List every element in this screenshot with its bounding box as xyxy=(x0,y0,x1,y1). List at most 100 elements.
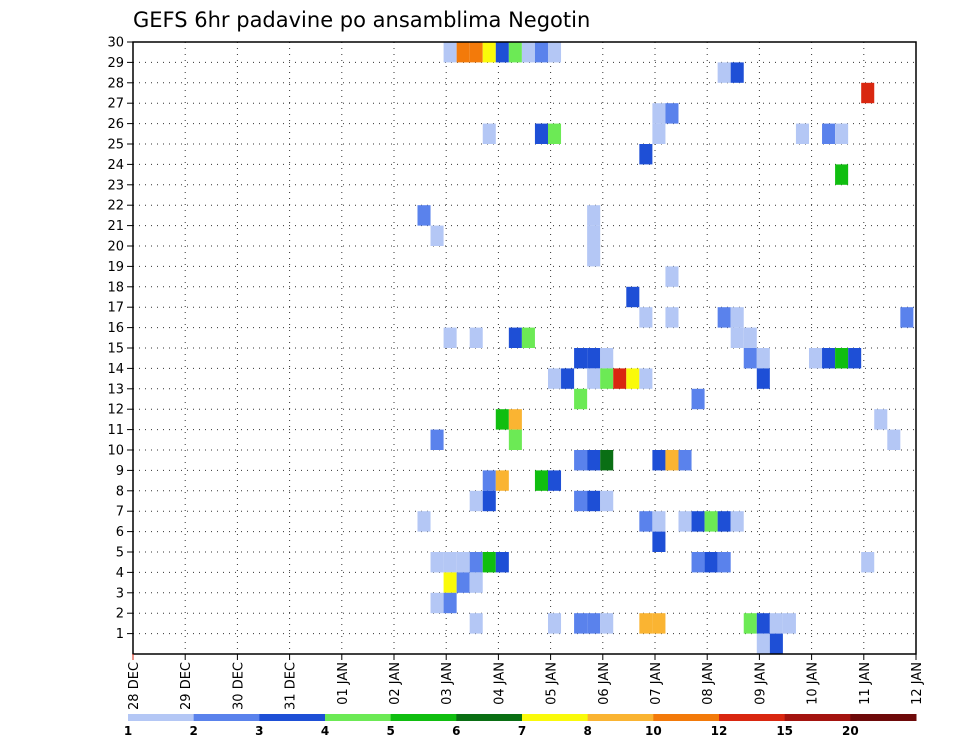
colorbar-segment xyxy=(128,714,195,721)
heatmap-cell xyxy=(456,552,470,573)
heatmap-cell xyxy=(495,470,509,491)
heatmap-cell xyxy=(482,552,496,573)
heatmap-cell xyxy=(652,511,666,532)
x-tick-label: 08 JAN xyxy=(701,662,716,705)
heatmap-cell xyxy=(756,348,770,369)
y-tick-label: 22 xyxy=(107,199,124,214)
heatmap-cell xyxy=(756,613,770,634)
y-axis: 1234567891011121314151617181920212223242… xyxy=(107,36,133,642)
colorbar-label: 7 xyxy=(518,724,526,738)
heatmap-cell xyxy=(756,368,770,389)
heatmap-cell xyxy=(835,348,849,369)
heatmap-cell xyxy=(835,123,849,144)
heatmap-cell xyxy=(574,490,588,512)
colorbar-label: 2 xyxy=(189,724,197,738)
heatmap-cell xyxy=(795,123,809,144)
heatmap-cell xyxy=(534,123,548,144)
heatmap-cell xyxy=(756,633,770,654)
x-tick-label: 12 JAN xyxy=(910,662,925,705)
heatmap-cell xyxy=(469,613,483,634)
heatmap-cell xyxy=(665,103,679,124)
heatmap-cell xyxy=(691,388,705,410)
heatmap-cell xyxy=(665,307,679,328)
x-tick-label: 28 DEC xyxy=(127,662,142,710)
heatmap-cell xyxy=(430,552,444,573)
heatmap-cell xyxy=(665,450,679,471)
y-tick-label: 7 xyxy=(116,505,124,520)
heatmap-cell xyxy=(665,266,679,287)
x-tick-label: 04 JAN xyxy=(492,662,507,705)
heatmap-cell xyxy=(704,511,718,532)
colorbar: 1 2 3 4 5 6 7 8 10 12 15 20 xyxy=(124,714,917,738)
x-tick-label: 02 JAN xyxy=(388,662,403,705)
heatmap-cell xyxy=(652,531,666,552)
heatmap-cell xyxy=(574,388,588,410)
heatmap-cell xyxy=(639,144,653,165)
heatmap-cell xyxy=(639,613,653,634)
heatmap-cell xyxy=(887,429,901,450)
y-tick-label: 26 xyxy=(107,117,124,132)
heatmap-cell xyxy=(482,490,496,512)
heatmap-cell xyxy=(587,205,601,226)
heatmap-cell xyxy=(495,552,509,573)
heatmap-cell xyxy=(482,470,496,491)
colorbar-segment xyxy=(850,714,917,721)
heatmap-cell xyxy=(861,552,875,573)
heatmap-cell xyxy=(508,42,522,63)
data-cells xyxy=(417,42,914,654)
y-tick-label: 4 xyxy=(116,566,124,581)
heatmap-cell xyxy=(717,552,731,573)
y-tick-label: 13 xyxy=(107,382,124,397)
heatmap-cell xyxy=(691,511,705,532)
heatmap-cell xyxy=(587,490,601,512)
colorbar-segment xyxy=(784,714,851,721)
heatmap-cell xyxy=(534,470,548,491)
heatmap-cell xyxy=(508,429,522,450)
colorbar-segment xyxy=(325,714,392,721)
heatmap-cell xyxy=(848,348,862,369)
heatmap-cell xyxy=(443,592,457,614)
y-tick-label: 24 xyxy=(107,158,124,173)
y-tick-label: 21 xyxy=(107,219,124,234)
heatmap-cell xyxy=(547,123,562,144)
heatmap-cell xyxy=(822,348,836,369)
heatmap-cell xyxy=(469,572,483,593)
colorbar-segment xyxy=(259,714,326,721)
y-tick-label: 8 xyxy=(116,484,124,499)
colorbar-segment xyxy=(653,714,720,721)
colorbar-segment xyxy=(522,714,589,721)
heatmap-cell xyxy=(495,42,509,63)
heatmap-cell xyxy=(639,511,653,532)
heatmap-cell xyxy=(521,42,535,63)
heatmap-cell xyxy=(613,368,627,389)
y-tick-label: 30 xyxy=(107,36,124,51)
heatmap-cell xyxy=(443,572,457,593)
heatmap-cell xyxy=(469,42,483,63)
heatmap-cell xyxy=(730,327,744,348)
heatmap-cell xyxy=(521,327,535,348)
heatmap-cell xyxy=(730,307,744,328)
y-tick-label: 11 xyxy=(107,423,124,438)
heatmap-cell xyxy=(717,307,731,328)
heatmap-cell xyxy=(547,613,562,634)
heatmap-cell xyxy=(600,348,614,369)
heatmap-cell xyxy=(574,348,588,369)
heatmap-cell xyxy=(508,327,522,348)
colorbar-label: 5 xyxy=(386,724,394,738)
heatmap-cell xyxy=(587,225,601,246)
y-tick-label: 16 xyxy=(107,321,124,336)
heatmap-cell xyxy=(652,103,666,124)
colorbar-label: 12 xyxy=(711,724,728,738)
x-tick-label: 31 DEC xyxy=(284,662,299,710)
heatmap-cell xyxy=(547,42,562,63)
heatmap-cell xyxy=(652,613,666,634)
x-tick-label: 10 JAN xyxy=(806,662,821,705)
heatmap-cell xyxy=(626,368,640,389)
y-tick-label: 12 xyxy=(107,403,124,418)
heatmap-cell xyxy=(547,368,562,389)
y-tick-label: 29 xyxy=(107,56,124,71)
colorbar-label: 1 xyxy=(124,724,132,738)
colorbar-label: 6 xyxy=(452,724,460,738)
x-tick-label: 09 JAN xyxy=(753,662,768,705)
